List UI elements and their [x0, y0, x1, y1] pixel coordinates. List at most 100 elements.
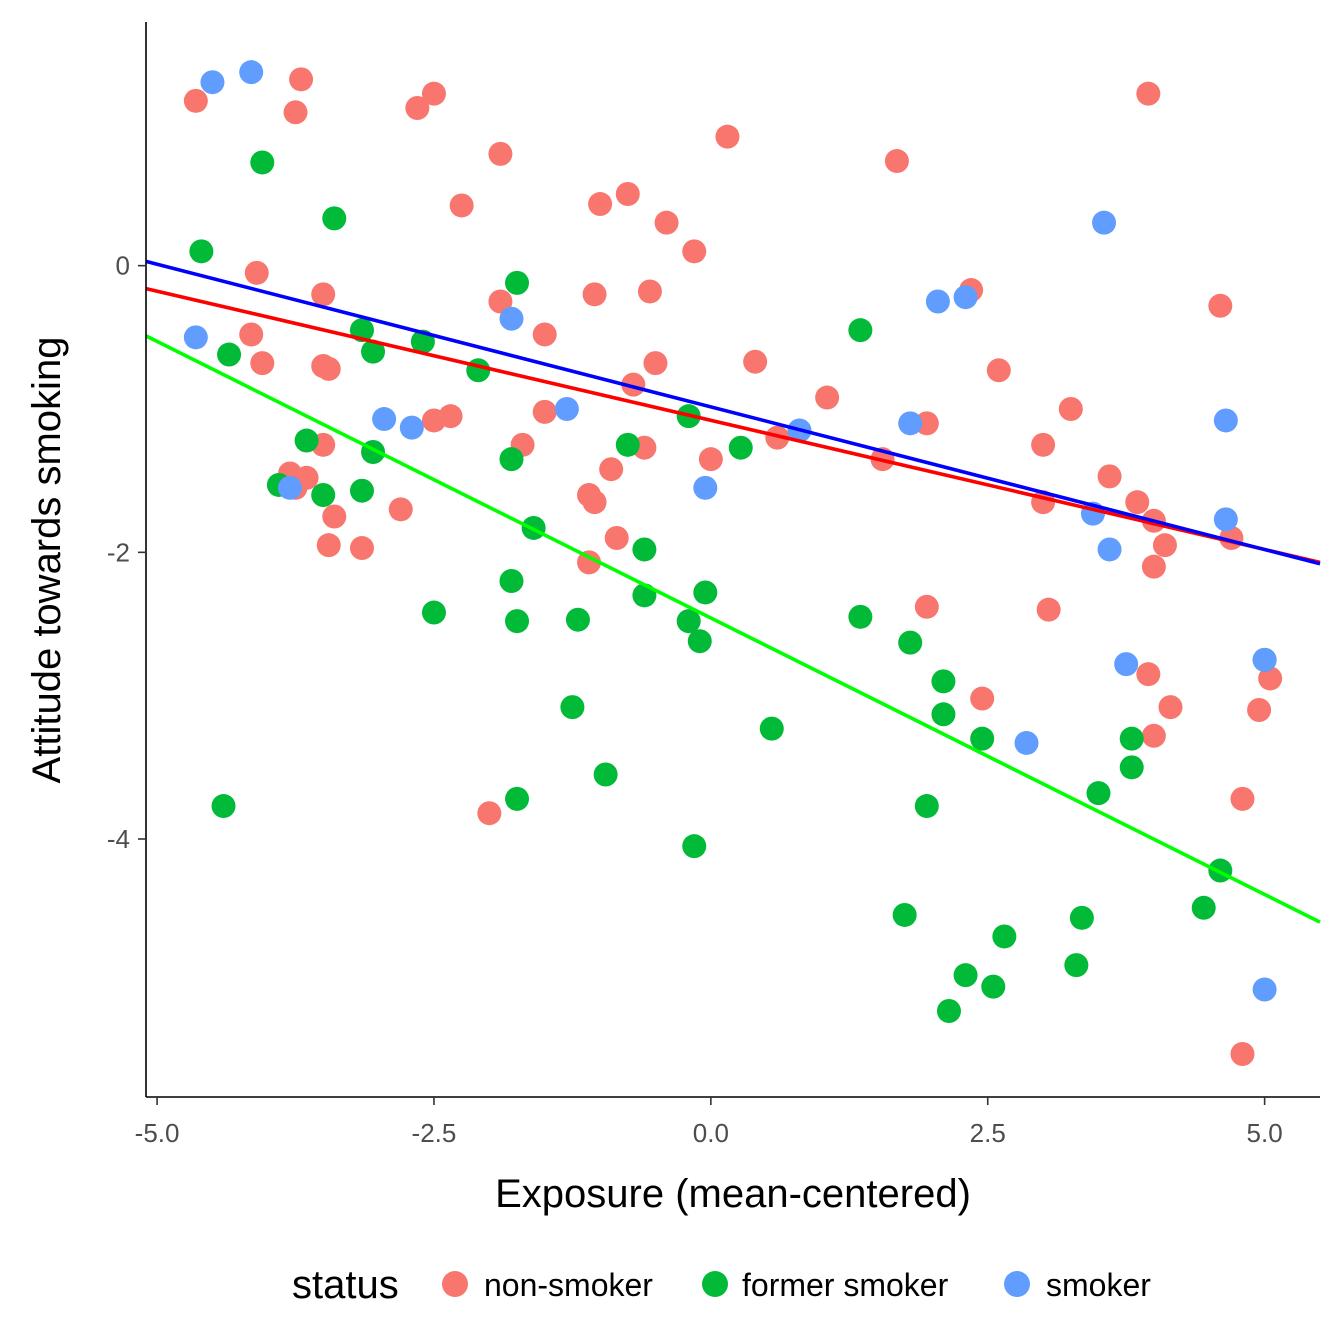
point-former-smoker [981, 974, 1006, 999]
fit-line-former-smoker [145, 334, 1321, 924]
point-former-smoker [322, 206, 347, 231]
point-non-smoker [1208, 293, 1233, 318]
point-non-smoker [449, 193, 474, 218]
point-non-smoker [488, 289, 513, 314]
point-former-smoker [499, 569, 524, 593]
y-tick-label: -2 [107, 537, 130, 567]
legend-label-smoker: smoker [1046, 1267, 1151, 1303]
point-former-smoker [848, 604, 873, 629]
point-non-smoker [1230, 786, 1255, 811]
point-former-smoker [936, 999, 961, 1023]
point-non-smoker [765, 425, 790, 450]
point-non-smoker [311, 282, 336, 307]
y-tick-label: -4 [107, 824, 130, 854]
point-smoker [1213, 408, 1238, 433]
x-tick-label: -2.5 [412, 1118, 457, 1148]
point-non-smoker [1258, 666, 1283, 691]
point-former-smoker [466, 358, 491, 383]
point-former-smoker [1064, 953, 1089, 978]
point-former-smoker [593, 762, 618, 787]
point-smoker [1092, 210, 1117, 235]
point-non-smoker [698, 447, 723, 472]
point-former-smoker [1119, 726, 1144, 751]
y-axis-title: Attitude towards smoking [25, 337, 69, 784]
point-former-smoker [505, 786, 530, 811]
point-smoker [183, 325, 208, 350]
point-former-smoker [682, 834, 707, 859]
point-non-smoker [615, 182, 640, 206]
point-non-smoker [477, 801, 502, 826]
point-non-smoker [405, 96, 430, 120]
point-former-smoker [349, 478, 374, 503]
point-non-smoker [582, 282, 607, 307]
point-smoker [277, 475, 302, 500]
point-non-smoker [1136, 81, 1161, 106]
point-former-smoker [189, 239, 214, 264]
point-non-smoker [183, 88, 208, 113]
point-non-smoker [488, 141, 513, 166]
x-tick-label: 0.0 [693, 1118, 729, 1148]
point-former-smoker [1191, 895, 1216, 920]
point-former-smoker [565, 607, 590, 632]
point-non-smoker [588, 192, 613, 217]
point-non-smoker [244, 260, 269, 285]
point-non-smoker [322, 504, 347, 529]
point-former-smoker [931, 702, 956, 727]
fit-line-smoker [145, 259, 1321, 566]
point-former-smoker [361, 339, 386, 364]
y-axis-ticks: 0 -2 -4 [107, 251, 146, 854]
point-non-smoker [643, 351, 668, 376]
point-non-smoker [654, 210, 679, 235]
point-non-smoker [914, 411, 939, 436]
point-smoker [953, 285, 978, 310]
point-former-smoker [217, 342, 242, 367]
point-former-smoker [892, 902, 917, 927]
point-non-smoker [316, 533, 341, 558]
point-former-smoker [294, 428, 319, 453]
legend-label-non-smoker: non-smoker [484, 1267, 653, 1303]
point-non-smoker [250, 351, 275, 376]
point-former-smoker [759, 716, 784, 741]
point-non-smoker [532, 399, 557, 424]
point-former-smoker [560, 695, 585, 720]
point-non-smoker [421, 408, 446, 433]
point-non-smoker [577, 550, 602, 575]
point-former-smoker [499, 447, 524, 472]
point-non-smoker [1125, 490, 1150, 515]
point-non-smoker [884, 149, 909, 174]
point-non-smoker [1152, 533, 1177, 558]
point-non-smoker [316, 356, 341, 381]
point-non-smoker [1141, 554, 1166, 579]
x-axis-title: Exposure (mean-centered) [495, 1172, 971, 1216]
point-smoker [693, 475, 718, 500]
point-non-smoker [682, 239, 707, 264]
point-smoker [1252, 977, 1277, 1002]
points-layer [183, 60, 1283, 1066]
point-former-smoker [848, 318, 873, 343]
point-smoker [1252, 647, 1277, 672]
legend-title: status [292, 1263, 399, 1307]
point-former-smoker [914, 794, 939, 819]
point-smoker [399, 415, 424, 440]
point-former-smoker [898, 630, 923, 655]
point-non-smoker [349, 536, 374, 561]
point-smoker [499, 306, 524, 331]
point-non-smoker [1031, 432, 1056, 457]
point-non-smoker [914, 594, 939, 619]
point-non-smoker [388, 497, 413, 522]
point-non-smoker [599, 457, 624, 482]
legend-key-former-smoker [702, 1271, 728, 1297]
point-smoker [372, 407, 397, 432]
point-former-smoker [1069, 905, 1094, 930]
point-smoker [1213, 507, 1238, 532]
point-non-smoker [1141, 723, 1166, 748]
point-former-smoker [250, 150, 275, 175]
point-smoker [925, 289, 950, 314]
point-former-smoker [632, 537, 657, 562]
point-non-smoker [1247, 698, 1272, 722]
point-non-smoker [1136, 662, 1161, 687]
point-smoker [554, 397, 579, 421]
point-non-smoker [815, 385, 840, 410]
point-former-smoker [505, 270, 530, 295]
